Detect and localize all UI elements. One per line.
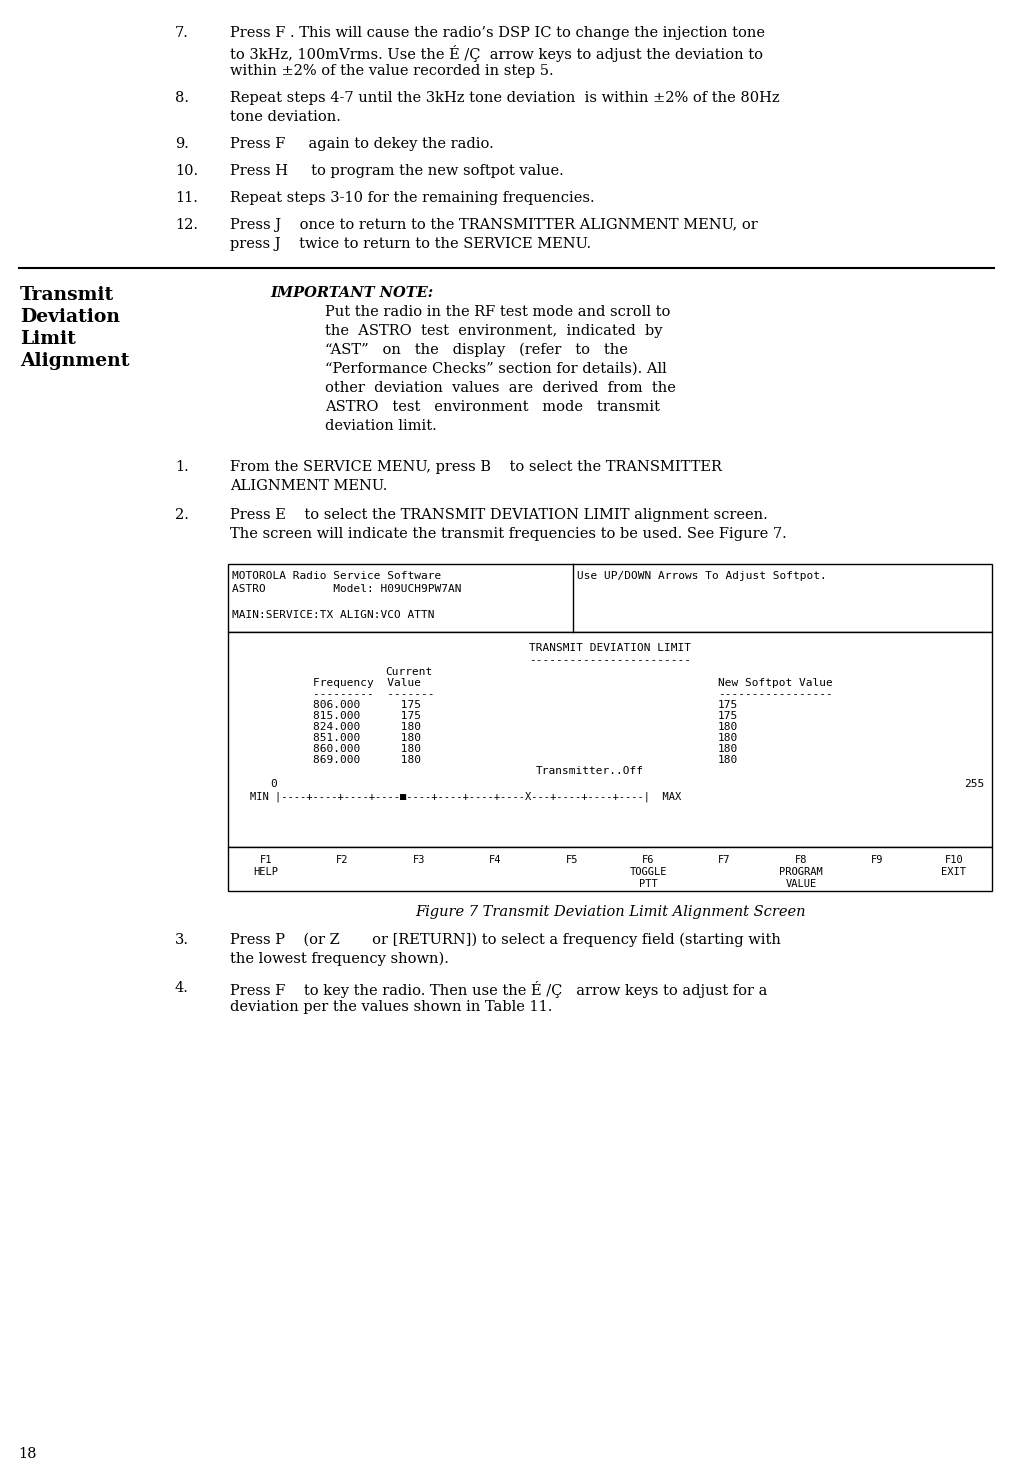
Text: ASTRO          Model: H09UCH9PW7AN: ASTRO Model: H09UCH9PW7AN bbox=[232, 584, 461, 594]
Text: PROGRAM: PROGRAM bbox=[778, 866, 822, 877]
Text: 180: 180 bbox=[717, 755, 737, 766]
Text: press J    twice to return to the SERVICE MENU.: press J twice to return to the SERVICE M… bbox=[229, 237, 590, 250]
Text: ASTRO   test   environment   mode   transmit: ASTRO test environment mode transmit bbox=[325, 400, 659, 415]
Text: ------------------------: ------------------------ bbox=[529, 655, 691, 665]
Text: Transmitter..Off: Transmitter..Off bbox=[536, 766, 643, 776]
Text: 3.: 3. bbox=[175, 933, 189, 946]
Text: F1: F1 bbox=[260, 855, 272, 865]
Text: MOTOROLA Radio Service Software: MOTOROLA Radio Service Software bbox=[232, 572, 441, 581]
Text: Limit: Limit bbox=[20, 330, 76, 348]
Text: 1.: 1. bbox=[175, 461, 189, 474]
Text: Press F     again to dekey the radio.: Press F again to dekey the radio. bbox=[229, 138, 493, 151]
Text: IMPORTANT NOTE:: IMPORTANT NOTE: bbox=[270, 286, 433, 301]
Text: within ±2% of the value recorded in step 5.: within ±2% of the value recorded in step… bbox=[229, 64, 553, 78]
Text: Repeat steps 3-10 for the remaining frequencies.: Repeat steps 3-10 for the remaining freq… bbox=[229, 191, 594, 204]
Bar bbox=[227, 847, 991, 892]
Bar bbox=[227, 564, 991, 632]
Text: Use UP/DOWN Arrows To Adjust Softpot.: Use UP/DOWN Arrows To Adjust Softpot. bbox=[576, 572, 826, 581]
Text: 11.: 11. bbox=[175, 191, 198, 204]
Text: 18: 18 bbox=[18, 1447, 36, 1460]
Text: 806.000      175: 806.000 175 bbox=[312, 701, 421, 709]
Text: PTT: PTT bbox=[638, 880, 657, 889]
Text: F6: F6 bbox=[641, 855, 654, 865]
Text: New Softpot Value: New Softpot Value bbox=[717, 678, 832, 689]
Text: ALIGNMENT MENU.: ALIGNMENT MENU. bbox=[229, 478, 387, 493]
Text: Transmit: Transmit bbox=[20, 286, 114, 304]
Text: 851.000      180: 851.000 180 bbox=[312, 733, 421, 743]
Text: deviation per the values shown in Table 11.: deviation per the values shown in Table … bbox=[229, 1000, 552, 1014]
Text: deviation limit.: deviation limit. bbox=[325, 419, 437, 432]
Text: F2: F2 bbox=[336, 855, 349, 865]
Text: HELP: HELP bbox=[254, 866, 278, 877]
Text: 175: 175 bbox=[717, 701, 737, 709]
Text: to 3kHz, 100mVrms. Use the É /Ç  arrow keys to adjust the deviation to: to 3kHz, 100mVrms. Use the É /Ç arrow ke… bbox=[229, 44, 762, 62]
Text: F5: F5 bbox=[565, 855, 577, 865]
Bar bbox=[227, 632, 991, 847]
Text: 0: 0 bbox=[270, 779, 276, 789]
Text: 2.: 2. bbox=[175, 508, 189, 521]
Text: “Performance Checks” section for details). All: “Performance Checks” section for details… bbox=[325, 361, 666, 376]
Text: Press E    to select the TRANSMIT DEVIATION LIMIT alignment screen.: Press E to select the TRANSMIT DEVIATION… bbox=[229, 508, 767, 521]
Text: the lowest frequency shown).: the lowest frequency shown). bbox=[229, 952, 449, 967]
Text: MAIN:SERVICE:TX ALIGN:VCO ATTN: MAIN:SERVICE:TX ALIGN:VCO ATTN bbox=[232, 610, 434, 621]
Text: 8.: 8. bbox=[175, 90, 189, 105]
Text: 860.000      180: 860.000 180 bbox=[312, 743, 421, 754]
Text: 180: 180 bbox=[717, 723, 737, 732]
Text: 255: 255 bbox=[963, 779, 984, 789]
Text: F9: F9 bbox=[870, 855, 883, 865]
Text: Frequency  Value: Frequency Value bbox=[312, 678, 421, 689]
Text: 10.: 10. bbox=[175, 164, 198, 178]
Text: 175: 175 bbox=[717, 711, 737, 721]
Text: 4.: 4. bbox=[175, 980, 189, 995]
Text: ---------  -------: --------- ------- bbox=[312, 689, 434, 699]
Text: TRANSMIT DEVIATION LIMIT: TRANSMIT DEVIATION LIMIT bbox=[529, 643, 691, 653]
Text: F3: F3 bbox=[412, 855, 425, 865]
Text: The screen will indicate the transmit frequencies to be used. See Figure 7.: The screen will indicate the transmit fr… bbox=[229, 527, 786, 541]
Text: Deviation: Deviation bbox=[20, 308, 120, 326]
Text: 824.000      180: 824.000 180 bbox=[312, 723, 421, 732]
Text: other  deviation  values  are  derived  from  the: other deviation values are derived from … bbox=[325, 381, 675, 395]
Text: 180: 180 bbox=[717, 743, 737, 754]
Text: Current: Current bbox=[384, 666, 432, 677]
Text: Press P    (or Z       or [RETURN]) to select a frequency field (starting with: Press P (or Z or [RETURN]) to select a f… bbox=[229, 933, 780, 948]
Text: tone deviation.: tone deviation. bbox=[229, 110, 341, 124]
Text: MIN |----+----+----+----■----+----+----+----X---+----+----+----|  MAX: MIN |----+----+----+----■----+----+----+… bbox=[250, 791, 680, 801]
Text: Alignment: Alignment bbox=[20, 352, 129, 370]
Text: Put the radio in the RF test mode and scroll to: Put the radio in the RF test mode and sc… bbox=[325, 305, 669, 318]
Text: Press F . This will cause the radio’s DSP IC to change the injection tone: Press F . This will cause the radio’s DS… bbox=[229, 27, 764, 40]
Text: Repeat steps 4-7 until the 3kHz tone deviation  is within ±2% of the 80Hz: Repeat steps 4-7 until the 3kHz tone dev… bbox=[229, 90, 778, 105]
Text: TOGGLE: TOGGLE bbox=[629, 866, 666, 877]
Text: Press J    once to return to the TRANSMITTER ALIGNMENT MENU, or: Press J once to return to the TRANSMITTE… bbox=[229, 218, 757, 233]
Text: 180: 180 bbox=[717, 733, 737, 743]
Text: Press F    to key the radio. Then use the É /Ç   arrow keys to adjust for a: Press F to key the radio. Then use the É… bbox=[229, 980, 766, 998]
Text: VALUE: VALUE bbox=[785, 880, 816, 889]
Text: F10: F10 bbox=[943, 855, 962, 865]
Text: F7: F7 bbox=[718, 855, 730, 865]
Text: -----------------: ----------------- bbox=[717, 689, 832, 699]
Text: Figure 7 Transmit Deviation Limit Alignment Screen: Figure 7 Transmit Deviation Limit Alignm… bbox=[415, 905, 805, 920]
Text: 12.: 12. bbox=[175, 218, 198, 233]
Text: 9.: 9. bbox=[175, 138, 189, 151]
Text: 815.000      175: 815.000 175 bbox=[312, 711, 421, 721]
Text: Press H     to program the new softpot value.: Press H to program the new softpot value… bbox=[229, 164, 563, 178]
Text: “AST”   on   the   display   (refer   to   the: “AST” on the display (refer to the bbox=[325, 344, 627, 357]
Text: From the SERVICE MENU, press B    to select the TRANSMITTER: From the SERVICE MENU, press B to select… bbox=[229, 461, 721, 474]
Text: F8: F8 bbox=[794, 855, 807, 865]
Text: 7.: 7. bbox=[175, 27, 189, 40]
Text: F4: F4 bbox=[488, 855, 501, 865]
Text: the  ASTRO  test  environment,  indicated  by: the ASTRO test environment, indicated by bbox=[325, 324, 662, 338]
Text: 869.000      180: 869.000 180 bbox=[312, 755, 421, 766]
Text: EXIT: EXIT bbox=[940, 866, 966, 877]
